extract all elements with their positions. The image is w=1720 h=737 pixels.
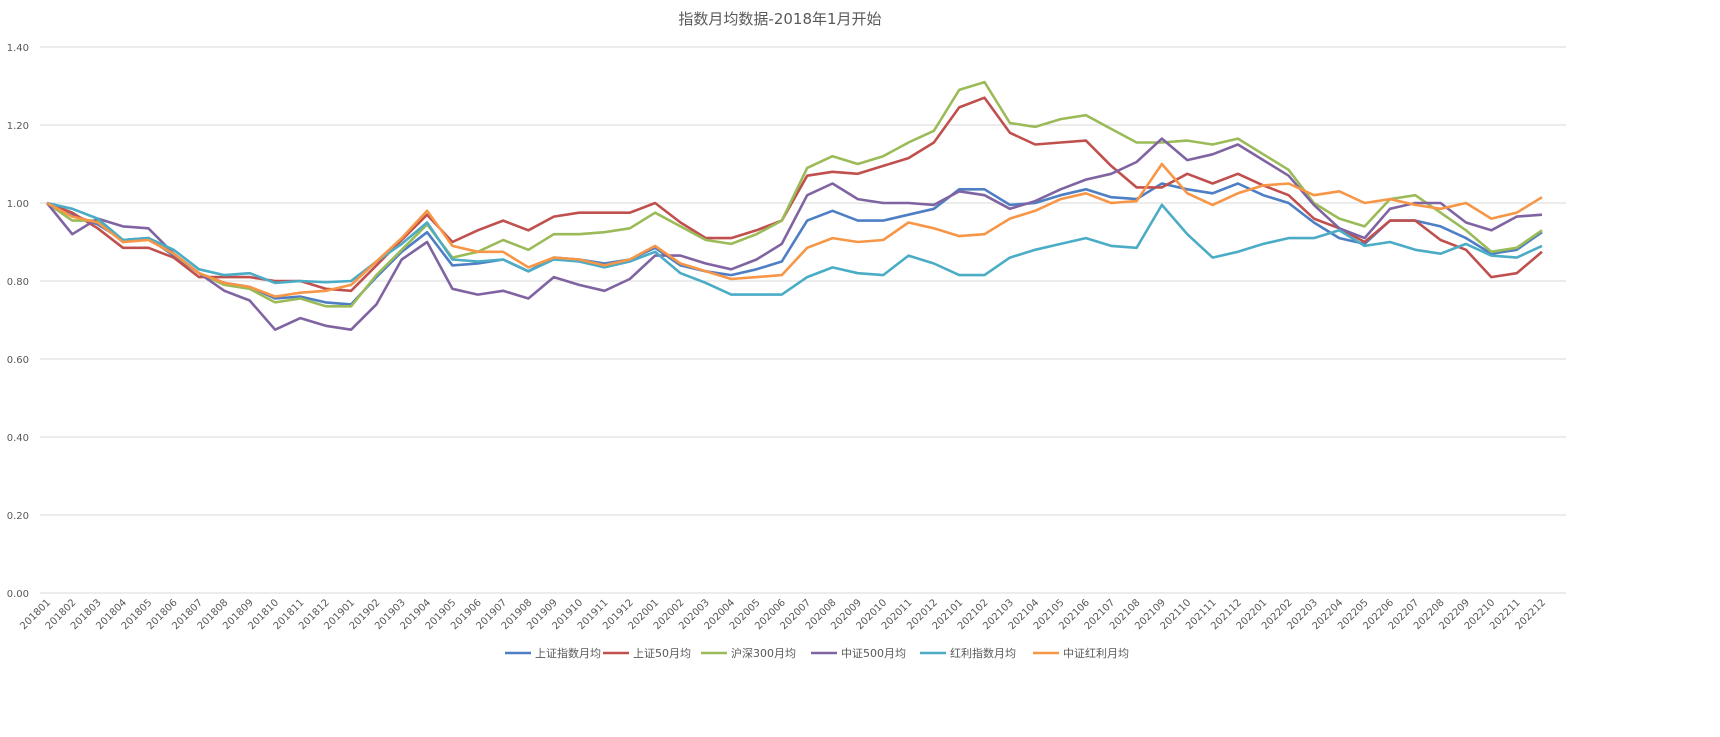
legend: 上证指数月均 上证50月均 沪深300月均 中证500月均 红利指数月均 中证红利月均 <box>505 646 1129 660</box>
series-line-6 <box>46 162 1543 298</box>
series-lines <box>45 80 1543 332</box>
y-tick-label: 0.40 <box>7 433 29 444</box>
y-tick-label: 0.80 <box>7 277 29 288</box>
legend-label: 中证红利月均 <box>1063 647 1129 660</box>
y-tick-label: 0.00 <box>7 589 29 600</box>
x-axis-ticks: 2018012018022018032018042018052018062018… <box>18 597 1548 632</box>
y-axis-ticks: 0.00 0.20 0.40 0.60 0.80 1.00 1.20 1.40 <box>7 43 29 600</box>
legend-label: 上证50月均 <box>633 647 691 660</box>
gridlines <box>40 46 1566 594</box>
legend-label: 沪深300月均 <box>731 646 796 660</box>
y-tick-label: 1.20 <box>7 121 29 132</box>
series-line-4 <box>45 137 1543 332</box>
series-line-1 <box>46 182 1543 306</box>
series-line-5 <box>46 201 1543 296</box>
y-tick-label: 0.20 <box>7 511 29 522</box>
legend-label: 红利指数月均 <box>950 646 1016 660</box>
legend-label: 上证指数月均 <box>535 646 601 660</box>
legend-label: 中证500月均 <box>841 647 906 660</box>
series-line-3 <box>46 80 1543 308</box>
y-tick-label: 0.60 <box>7 355 29 366</box>
y-tick-label: 1.00 <box>7 199 29 210</box>
chart-title: 指数月均数据-2018年1月开始 <box>678 10 881 28</box>
y-tick-label: 1.40 <box>7 43 29 54</box>
